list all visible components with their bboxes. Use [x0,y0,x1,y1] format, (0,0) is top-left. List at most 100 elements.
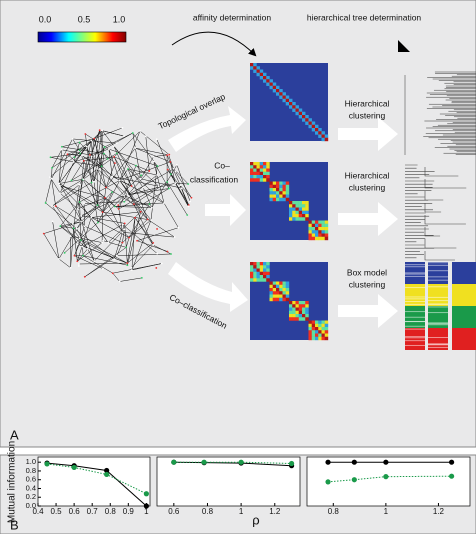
matrix-cell [269,181,273,185]
matrix-cell [272,281,277,285]
data-point [71,464,77,471]
network-node [150,206,153,209]
matrix-cell [272,89,277,93]
matrix-cell [285,184,290,189]
box-stripe [405,298,425,300]
x-tick-label: 0.4 [32,507,44,516]
matrix-cell [315,236,319,241]
matrix-cell [285,291,290,295]
network-node [156,174,158,176]
matrix-cell [321,223,325,228]
box-stripe [405,328,425,330]
network-node [190,196,193,199]
matrix-cell [256,262,260,266]
matrix-cell [318,323,322,328]
network-node [136,239,138,242]
dendrogram [404,71,476,155]
data-point [448,459,455,465]
matrix-cell [292,217,296,221]
network-node [128,236,131,239]
matrix-cell [318,220,322,224]
box-stripe [428,324,448,326]
matrix-cell [305,210,309,215]
matrix-cell [318,330,322,334]
box-stripe [405,273,425,275]
matrix-cell [324,330,329,334]
matrix-cell [295,207,299,211]
data-point [143,503,149,509]
matrix-cell [256,168,260,172]
matrix-cell [259,271,264,276]
network-node [51,166,53,169]
network-node [131,132,134,134]
matrix-cell [305,118,309,122]
matrix-cell [305,301,309,305]
network-node [156,252,159,255]
network-node [144,135,147,138]
network-node [175,164,178,166]
matrix-cell [276,297,280,302]
matrix-cell [266,265,270,269]
box-stripe [405,337,425,339]
matrix-cell [321,330,325,334]
data-point [201,459,207,465]
network-node [80,154,83,157]
matrix-cell [308,227,312,231]
matrix-cell [279,281,283,285]
matrix-cell [292,301,296,305]
box-stripe [428,322,448,324]
box-band [428,284,448,306]
network-node [152,155,155,158]
matrix-cell [272,197,277,202]
matrix-cell [250,178,254,182]
network-node [113,205,116,208]
plot-area [37,456,151,507]
network-node [71,222,74,225]
matrix-cell [318,236,322,241]
matrix-cell [279,191,283,195]
matrix-cell [259,265,264,269]
matrix-cell [272,85,277,90]
matrix-cell [295,307,299,311]
data-point [383,474,389,480]
matrix-cell [259,72,264,77]
matrix-cell [272,188,277,192]
matrix-cell [305,201,309,205]
matrix-cell [324,134,329,138]
matrix-cell [256,165,260,169]
matrix-cell [253,262,257,266]
network-node [160,262,163,265]
matrix-cell [308,118,312,122]
matrix-cell [259,76,264,80]
network-node [148,203,151,205]
matrix-cell [298,217,303,221]
network-node [187,204,190,206]
matrix-cell [266,171,270,176]
data-point [351,477,357,483]
matrix-cell [259,275,264,279]
matrix-cell [269,184,273,189]
matrix-cell [276,191,280,195]
matrix-cell [263,278,267,282]
box-stripe [405,272,425,274]
matrix-cell [298,310,303,315]
matrix-cell [259,171,264,176]
clustering-label: clustering [349,279,386,289]
matrix-cell [308,330,312,334]
matrix-cell [259,162,264,166]
network-node [60,145,63,148]
matrix-cell [298,207,303,211]
data-point [448,473,455,479]
dendrograms [404,71,476,350]
network-node [49,176,51,178]
matrix-cell [285,197,290,202]
matrix-cell [289,301,293,305]
matrix-cell [318,227,322,231]
network-node [163,202,165,204]
matrix-cell [308,223,312,228]
matrix-cell [263,76,267,80]
matrix-cell [272,181,277,185]
matrix-cell [318,327,322,331]
matrix-cell [302,118,306,122]
matrix-cell [315,336,319,341]
